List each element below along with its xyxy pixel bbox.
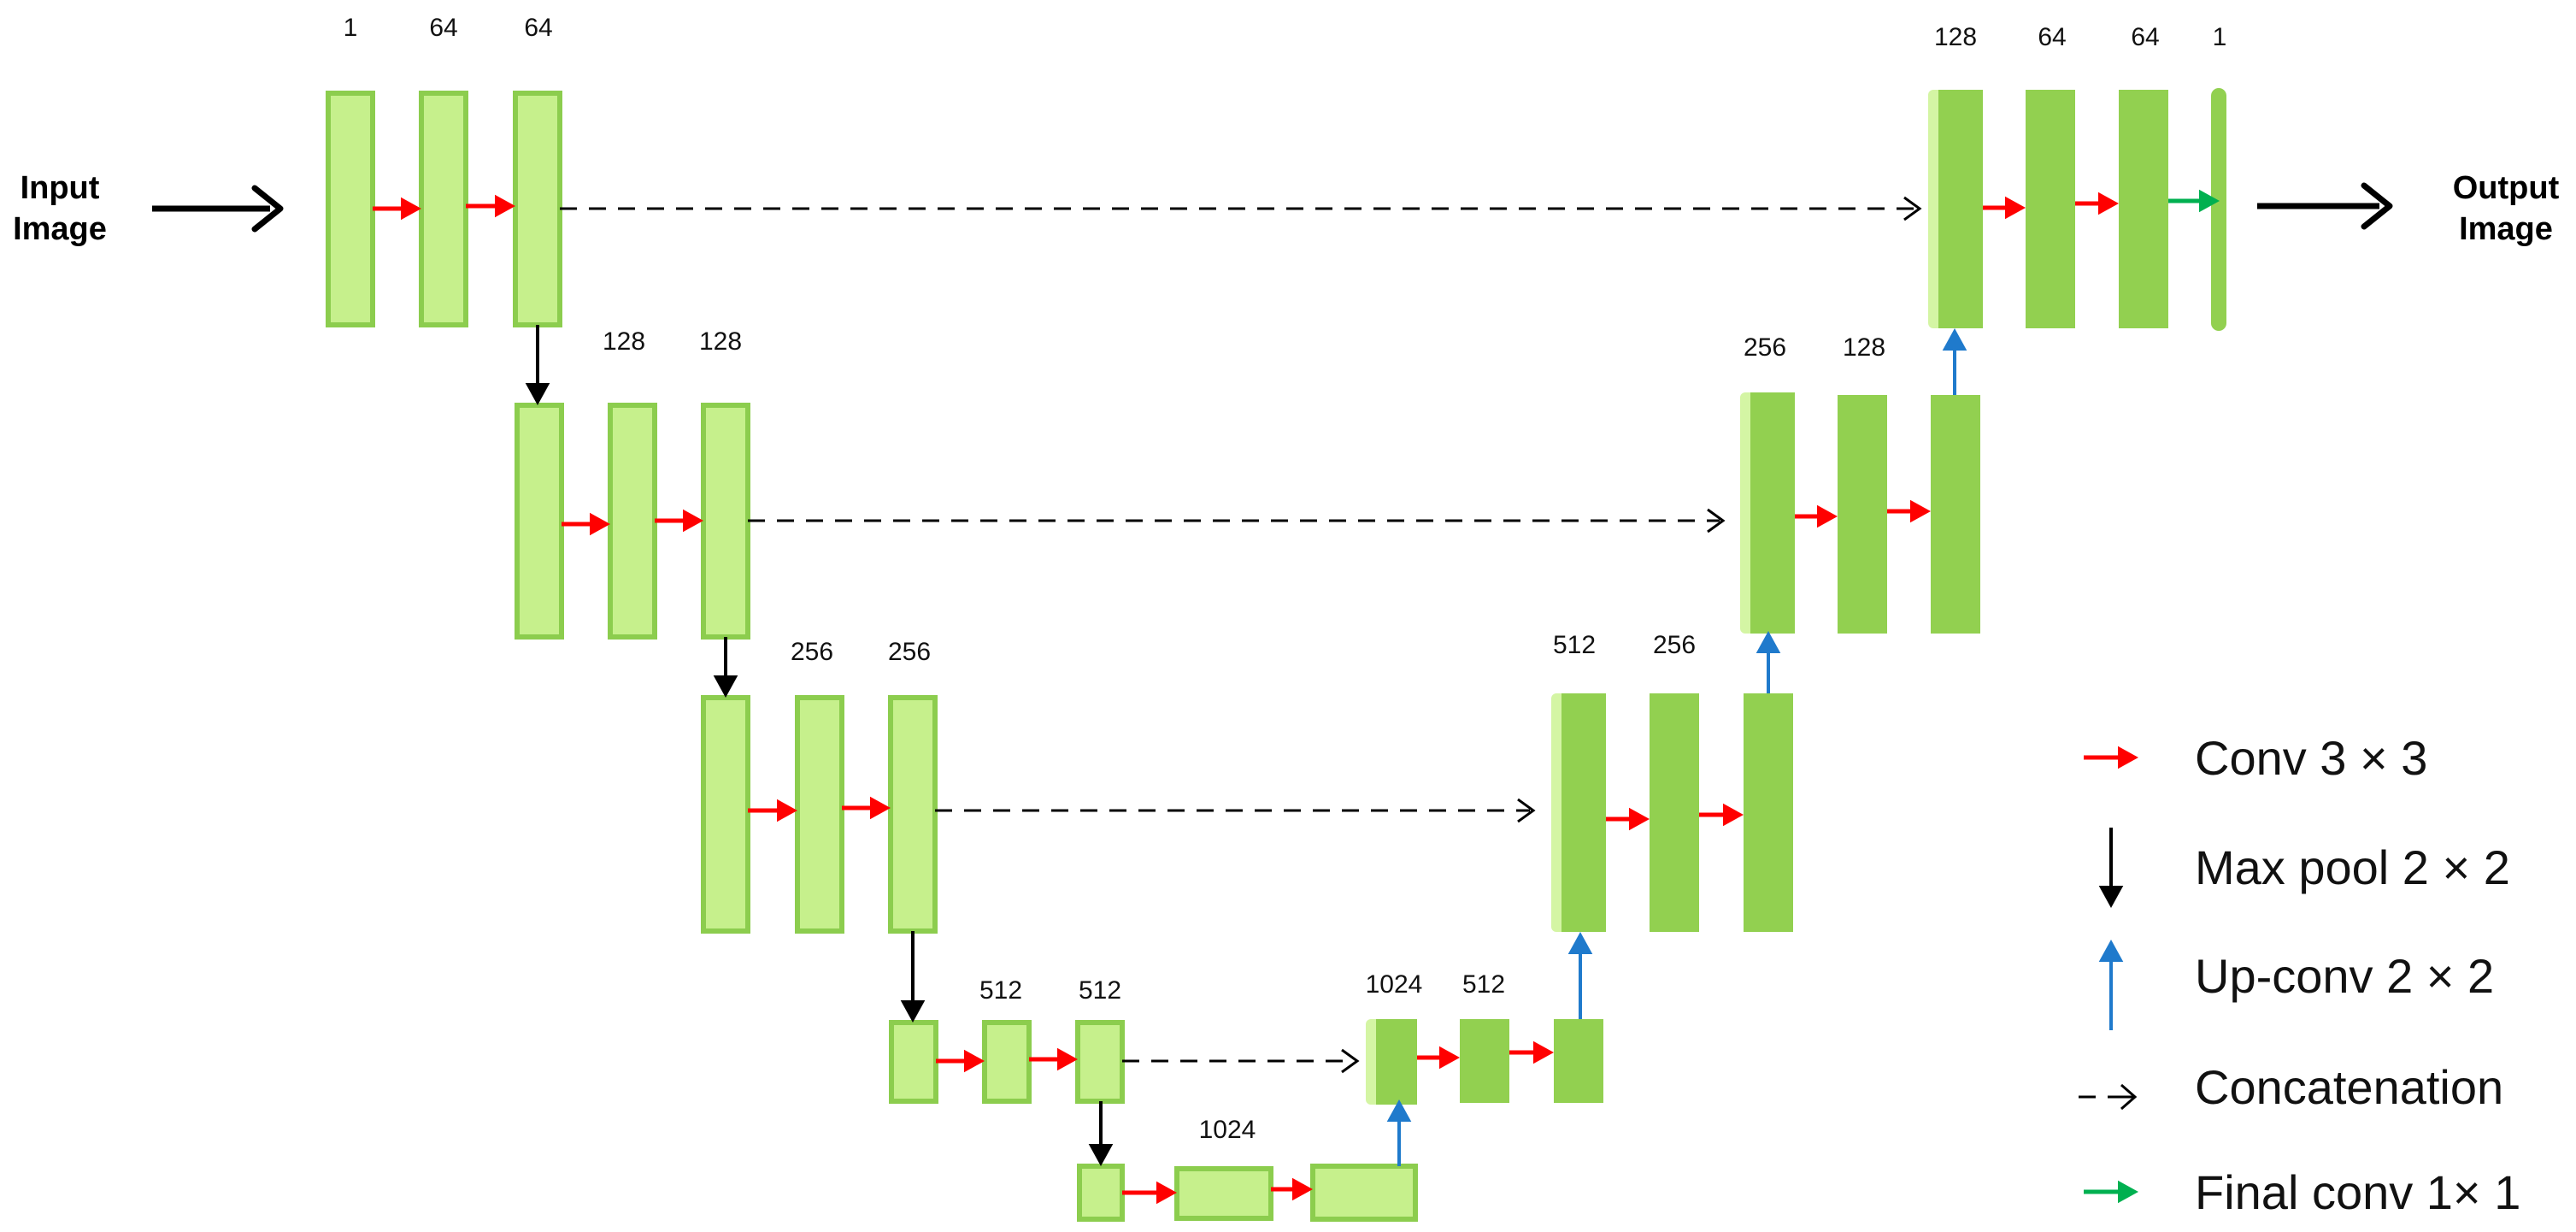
pool-arrow-3-head xyxy=(900,1000,926,1023)
legend-label-up: Up-conv 2 × 2 xyxy=(2195,949,2494,1003)
conv-arrow-enc4-a-head xyxy=(964,1049,985,1073)
conv-arrow-enc2-a-head xyxy=(590,512,610,536)
legend-concat-arrow-head xyxy=(2120,1083,2138,1111)
channel-label-16: 128 xyxy=(1843,333,1885,362)
channel-label-9: 512 xyxy=(1079,976,1121,1005)
dec2-block-3 xyxy=(1931,395,1980,634)
bottleneck-block-1 xyxy=(1077,1164,1125,1222)
bottleneck-block-3 xyxy=(1310,1164,1418,1222)
legend-label-pool: Max pool 2 × 2 xyxy=(2195,840,2510,894)
dec3-block-2 xyxy=(1650,693,1699,932)
enc4-block-1 xyxy=(889,1020,938,1104)
conv-arrow-enc1-b-head xyxy=(495,194,515,218)
input-label-line-1: Input xyxy=(21,170,100,206)
conv-arrow-bottleneck-b-head xyxy=(1292,1177,1313,1201)
concat-arrow-3-head xyxy=(1517,798,1536,823)
enc4-block-3 xyxy=(1075,1020,1125,1104)
legend-conv-arrow-head xyxy=(2118,746,2138,769)
dec4-block-3 xyxy=(1554,1019,1603,1103)
channel-label-15: 256 xyxy=(1744,333,1786,362)
input-arrow-head xyxy=(251,185,284,233)
up-arrow-3-head xyxy=(1756,631,1781,653)
channel-label-11: 1024 xyxy=(1366,970,1423,999)
channel-label-8: 512 xyxy=(979,976,1022,1005)
channel-label-18: 64 xyxy=(2038,23,2066,51)
enc4-block-2 xyxy=(982,1020,1032,1104)
dec1-block-3 xyxy=(2119,90,2168,328)
up-arrow-1-head xyxy=(1386,1099,1412,1122)
conv-arrow-enc2-b-head xyxy=(683,509,703,533)
channel-label-2: 64 xyxy=(429,14,457,42)
dec4-block-1 xyxy=(1376,1019,1417,1105)
channel-label-5: 128 xyxy=(699,327,742,356)
dec2-block-2 xyxy=(1838,395,1887,634)
enc1-block-1 xyxy=(326,91,375,327)
enc2-block-1 xyxy=(515,403,564,640)
legend-label-final: Final conv 1× 1 xyxy=(2195,1165,2520,1219)
conv-arrow-dec1-b-head xyxy=(2098,192,2119,215)
bottleneck-block-2 xyxy=(1174,1166,1273,1221)
enc3-block-2 xyxy=(795,695,844,934)
legend-label-conv: Conv 3 × 3 xyxy=(2195,731,2427,785)
enc1-block-3 xyxy=(513,91,562,327)
legend-up-arrow-head xyxy=(2098,940,2124,962)
channel-label-12: 512 xyxy=(1462,970,1505,999)
channel-label-20: 1 xyxy=(2213,23,2227,51)
pool-arrow-4-head xyxy=(1088,1144,1114,1166)
channel-label-19: 64 xyxy=(2131,23,2159,51)
pool-arrow-2-head xyxy=(713,675,738,698)
conv-arrow-dec3-b-head xyxy=(1723,803,1744,827)
channel-label-6: 256 xyxy=(791,638,833,666)
output-label-line-1: Output xyxy=(2453,170,2560,206)
enc1-block-2 xyxy=(419,91,468,327)
dec3-block-3 xyxy=(1744,693,1793,932)
legend-final-arrow-head xyxy=(2118,1180,2138,1204)
dec4-block-2 xyxy=(1460,1019,1509,1103)
dec3-block-1 xyxy=(1561,693,1606,932)
legend-pool-arrow-head xyxy=(2098,886,2124,908)
legend-label-concat: Concatenation xyxy=(2195,1060,2503,1114)
conv-arrow-bottleneck-a-head xyxy=(1156,1181,1177,1205)
dec1-block-1 xyxy=(1938,90,1983,328)
conv-arrow-enc4-b-head xyxy=(1057,1047,1078,1071)
output-label-line-2: Image xyxy=(2459,211,2553,247)
enc2-block-2 xyxy=(608,403,657,640)
conv-arrow-dec4-a-head xyxy=(1439,1046,1460,1070)
dec2-block-1 xyxy=(1750,392,1795,634)
channel-label-13: 512 xyxy=(1553,631,1596,659)
enc2-block-3 xyxy=(701,403,750,640)
output-arrow-head xyxy=(2361,182,2393,230)
conv-arrow-dec1-a-head xyxy=(2005,196,2026,220)
conv-arrow-enc3-b-head xyxy=(870,796,891,820)
channel-label-3: 64 xyxy=(524,14,552,42)
input-label-line-2: Image xyxy=(13,211,107,247)
channel-label-1: 1 xyxy=(344,14,358,42)
conv-arrow-enc1-a-head xyxy=(401,197,421,221)
conv-arrow-dec2-b-head xyxy=(1910,499,1931,523)
channel-label-14: 256 xyxy=(1653,631,1696,659)
final-conv-arrow-head xyxy=(2199,189,2220,213)
pool-arrow-1-head xyxy=(525,383,550,405)
channel-label-4: 128 xyxy=(603,327,645,356)
conv-arrow-dec2-a-head xyxy=(1817,504,1838,528)
concat-arrow-1-head xyxy=(1903,196,1922,221)
enc3-block-3 xyxy=(888,695,938,934)
conv-arrow-dec3-a-head xyxy=(1629,807,1650,831)
dec1-block-2 xyxy=(2026,90,2075,328)
dec1-output-block xyxy=(2211,88,2226,331)
channel-label-17: 128 xyxy=(1934,23,1977,51)
concat-arrow-4-head xyxy=(1341,1048,1360,1074)
enc3-block-1 xyxy=(701,695,750,934)
channel-label-7: 256 xyxy=(888,638,931,666)
conv-arrow-enc3-a-head xyxy=(777,799,797,822)
conv-arrow-dec4-b-head xyxy=(1533,1040,1554,1064)
channel-label-10: 1024 xyxy=(1199,1116,1256,1144)
up-arrow-4-head xyxy=(1942,328,1967,351)
up-arrow-2-head xyxy=(1567,932,1593,954)
concat-arrow-2-head xyxy=(1707,508,1726,533)
